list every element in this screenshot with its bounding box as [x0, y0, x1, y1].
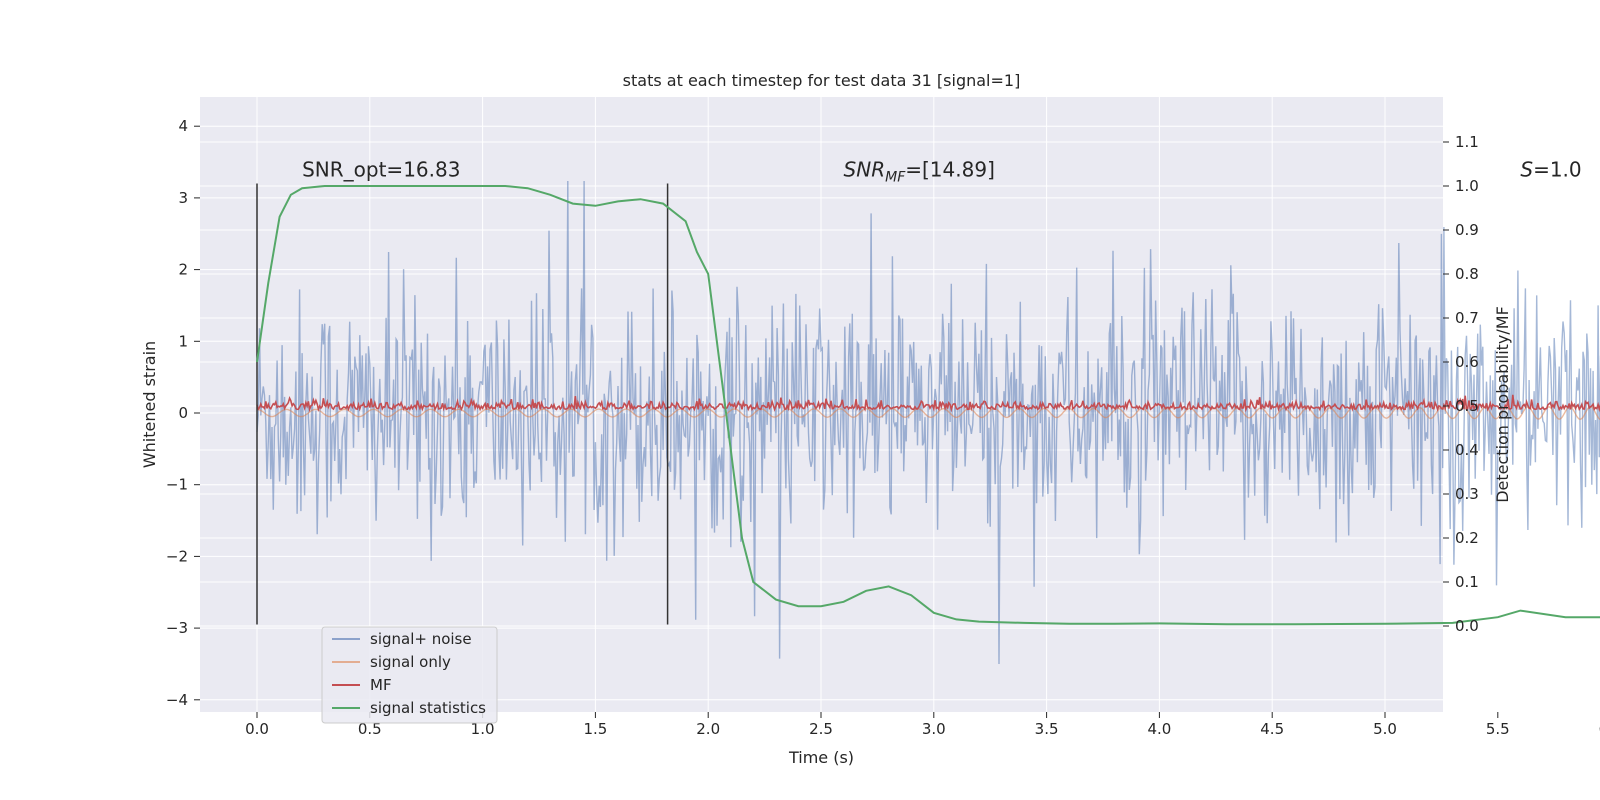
ticks: 0.00.51.01.52.02.53.03.54.04.55.05.56.06… [166, 117, 1600, 738]
y-right-tick-label: 0.6 [1455, 353, 1479, 371]
annotation-text: SNRMF=[14.89] [844, 158, 995, 186]
y-right-tick-label: 0.9 [1455, 221, 1479, 239]
x-axis-label: Time (s) [788, 748, 854, 767]
x-tick-label: 5.0 [1373, 720, 1397, 738]
series-mf-line [256, 394, 1600, 413]
x-tick-label: 0.0 [245, 720, 269, 738]
y-right-tick-label: 0.7 [1455, 309, 1479, 327]
y-right-tick-label: 1.0 [1455, 177, 1479, 195]
y-tick-label: −3 [166, 619, 188, 637]
legend-box [321, 626, 498, 724]
y-tick-label: −1 [166, 476, 188, 494]
annotation-text: S=1.0 [1520, 158, 1581, 182]
series-signal-noise-line [256, 180, 1600, 665]
y-right-tick-label: 0.4 [1455, 441, 1479, 459]
y-tick-label: 3 [178, 189, 188, 207]
series-signal-only-line [256, 406, 1600, 421]
x-tick-label: 0.5 [358, 720, 382, 738]
y-tick-label: 2 [178, 261, 188, 279]
x-tick-label: 4.0 [1147, 720, 1171, 738]
annotation-text: SNR_opt=16.83 [302, 158, 460, 182]
x-tick-label: 2.5 [809, 720, 833, 738]
y-axis-label: Whitened strain [140, 341, 159, 468]
y-tick-label: 0 [178, 404, 188, 422]
y-right-tick-label: 0.0 [1455, 617, 1479, 635]
x-tick-label: 3.0 [922, 720, 946, 738]
x-tick-label: 4.5 [1260, 720, 1284, 738]
x-tick-label: 6.0 [1599, 720, 1600, 738]
legend-label: signal statistics [370, 699, 486, 717]
x-tick-label: 2.0 [696, 720, 720, 738]
legend-label: signal+ noise [370, 630, 472, 648]
y-right-tick-label: 0.5 [1455, 397, 1479, 415]
legend-label: signal only [370, 653, 451, 671]
y-tick-label: −2 [166, 547, 188, 565]
y-right-tick-label: 0.3 [1455, 485, 1479, 503]
legend: signal+ noise signal only MF signal statist… [321, 626, 498, 724]
y-tick-label: −4 [166, 691, 188, 709]
y-tick-label: 1 [178, 332, 188, 350]
x-tick-label: 5.5 [1486, 720, 1510, 738]
y-right-tick-label: 0.1 [1455, 573, 1479, 591]
x-tick-label: 1.0 [471, 720, 495, 738]
y-right-tick-label: 0.8 [1455, 265, 1479, 283]
y-axis-right-label: Detection probability/MF [1493, 306, 1512, 503]
series-signal-statistics-line [256, 185, 1600, 626]
x-tick-label: 1.5 [583, 720, 607, 738]
y-right-tick-label: 1.1 [1455, 133, 1479, 151]
legend-label: MF [370, 676, 392, 694]
x-tick-label: 3.5 [1035, 720, 1059, 738]
y-right-tick-label: 0.2 [1455, 529, 1479, 547]
y-tick-label: 4 [178, 117, 188, 135]
series-layer [256, 180, 1600, 665]
chart-title: stats at each timestep for test data 31 … [623, 71, 1021, 90]
